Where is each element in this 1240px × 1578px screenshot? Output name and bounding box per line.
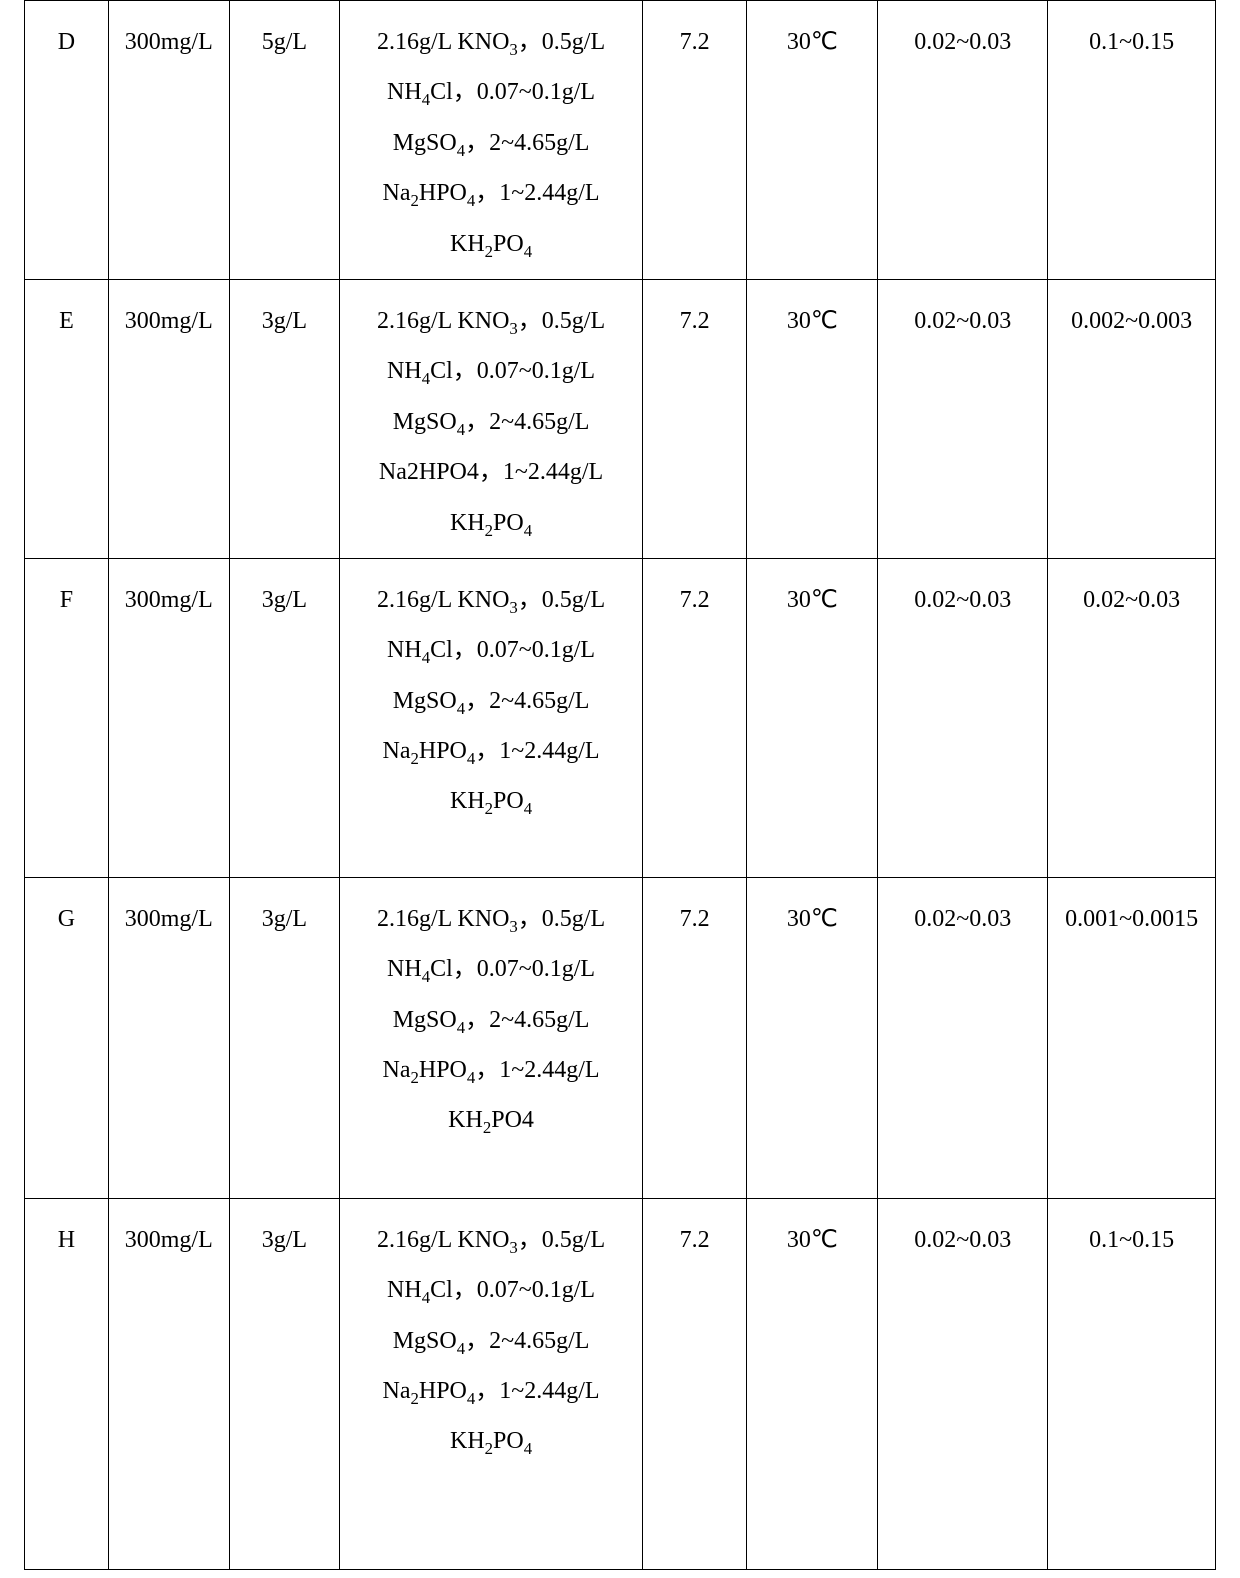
table-cell: 7.2 (642, 279, 746, 558)
table-cell: 0.1~0.15 (1048, 1198, 1216, 1569)
table-cell: 300mg/L (108, 279, 229, 558)
table-cell: 300mg/L (108, 1, 229, 280)
table-cell: 300mg/L (108, 1198, 229, 1569)
cell-content: 7.2 (643, 1, 746, 261)
cell-content: 30℃ (747, 1, 877, 261)
table-row: G300mg/L3g/L2.16g/L KNO3，0.5g/L NH4Cl，0.… (25, 877, 1216, 1198)
cell-content: 2.16g/L KNO3，0.5g/L NH4Cl，0.07~0.1g/L Mg… (340, 280, 642, 558)
cell-content: G (25, 878, 108, 1198)
cell-content: 0.02~0.03 (878, 280, 1047, 546)
table-cell: 0.02~0.03 (1048, 558, 1216, 877)
cell-content: 0.02~0.03 (878, 559, 1047, 877)
table-cell: 2.16g/L KNO3，0.5g/L NH4Cl，0.07~0.1g/L Mg… (340, 877, 643, 1198)
table-cell: 2.16g/L KNO3，0.5g/L NH4Cl，0.07~0.1g/L Mg… (340, 279, 643, 558)
cell-content: 30℃ (747, 559, 877, 877)
experiment-conditions-table: D300mg/L5g/L2.16g/L KNO3，0.5g/L NH4Cl，0.… (24, 0, 1216, 1570)
cell-content: 300mg/L (109, 878, 229, 1198)
table-cell: 2.16g/L KNO3，0.5g/L NH4Cl，0.07~0.1g/L Mg… (340, 1, 643, 280)
table-cell: 300mg/L (108, 558, 229, 877)
table-cell: 3g/L (229, 1198, 340, 1569)
cell-content: 30℃ (747, 280, 877, 546)
table-cell: 0.02~0.03 (878, 279, 1048, 558)
cell-content: 0.02~0.03 (1048, 559, 1215, 877)
cell-content: 0.1~0.15 (1048, 1, 1215, 261)
table-cell: 2.16g/L KNO3，0.5g/L NH4Cl，0.07~0.1g/L Mg… (340, 1198, 643, 1569)
cell-content: 3g/L (230, 1199, 340, 1569)
table-row: E300mg/L3g/L2.16g/L KNO3，0.5g/L NH4Cl，0.… (25, 279, 1216, 558)
table-cell: 30℃ (747, 1, 878, 280)
table-cell: 0.001~0.0015 (1048, 877, 1216, 1198)
table-cell: 0.1~0.15 (1048, 1, 1216, 280)
table-cell: 3g/L (229, 558, 340, 877)
cell-content: 2.16g/L KNO3，0.5g/L NH4Cl，0.07~0.1g/L Mg… (340, 878, 642, 1198)
table-cell: 0.002~0.003 (1048, 279, 1216, 558)
table-cell: G (25, 877, 109, 1198)
cell-content: 300mg/L (109, 280, 229, 546)
cell-content: 0.1~0.15 (1048, 1199, 1215, 1569)
cell-content: 300mg/L (109, 1199, 229, 1569)
cell-content: 5g/L (230, 1, 340, 261)
cell-content: 300mg/L (109, 1, 229, 261)
table-cell: 7.2 (642, 1, 746, 280)
cell-content: F (25, 559, 108, 877)
cell-content: 7.2 (643, 280, 746, 546)
table-cell: 30℃ (747, 1198, 878, 1569)
table-cell: 7.2 (642, 877, 746, 1198)
cell-content: D (25, 1, 108, 261)
table-body: D300mg/L5g/L2.16g/L KNO3，0.5g/L NH4Cl，0.… (25, 1, 1216, 1570)
cell-content: 7.2 (643, 878, 746, 1198)
table-cell: 7.2 (642, 558, 746, 877)
table-cell: 30℃ (747, 279, 878, 558)
table-cell: F (25, 558, 109, 877)
cell-content: 7.2 (643, 1199, 746, 1569)
cell-content: 0.02~0.03 (878, 1, 1047, 261)
cell-content: 3g/L (230, 559, 340, 877)
table-cell: E (25, 279, 109, 558)
table-row: F300mg/L3g/L2.16g/L KNO3，0.5g/L NH4Cl，0.… (25, 558, 1216, 877)
table-cell: 7.2 (642, 1198, 746, 1569)
table-cell: 3g/L (229, 877, 340, 1198)
table-cell: 5g/L (229, 1, 340, 280)
cell-content: 0.02~0.03 (878, 878, 1047, 1198)
table-cell: 0.02~0.03 (878, 558, 1048, 877)
cell-content: 2.16g/L KNO3，0.5g/L NH4Cl，0.07~0.1g/L Mg… (340, 1199, 642, 1569)
cell-content: 2.16g/L KNO3，0.5g/L NH4Cl，0.07~0.1g/L Mg… (340, 559, 642, 877)
cell-content: E (25, 280, 108, 546)
table-row: H300mg/L3g/L2.16g/L KNO3，0.5g/L NH4Cl，0.… (25, 1198, 1216, 1569)
cell-content: 7.2 (643, 559, 746, 877)
cell-content: 2.16g/L KNO3，0.5g/L NH4Cl，0.07~0.1g/L Mg… (340, 1, 642, 279)
table-cell: 0.02~0.03 (878, 1, 1048, 280)
cell-content: 30℃ (747, 878, 877, 1198)
table-cell: 0.02~0.03 (878, 1198, 1048, 1569)
table-cell: 300mg/L (108, 877, 229, 1198)
cell-content: 3g/L (230, 280, 340, 546)
cell-content: 0.02~0.03 (878, 1199, 1047, 1569)
table-cell: 2.16g/L KNO3，0.5g/L NH4Cl，0.07~0.1g/L Mg… (340, 558, 643, 877)
cell-content: 30℃ (747, 1199, 877, 1569)
cell-content: 0.002~0.003 (1048, 280, 1215, 546)
table-cell: D (25, 1, 109, 280)
cell-content: 300mg/L (109, 559, 229, 877)
table-cell: 3g/L (229, 279, 340, 558)
table-cell: H (25, 1198, 109, 1569)
cell-content: 0.001~0.0015 (1048, 878, 1215, 1198)
table-cell: 30℃ (747, 558, 878, 877)
cell-content: H (25, 1199, 108, 1569)
cell-content: 3g/L (230, 878, 340, 1198)
table-row: D300mg/L5g/L2.16g/L KNO3，0.5g/L NH4Cl，0.… (25, 1, 1216, 280)
table-cell: 0.02~0.03 (878, 877, 1048, 1198)
table-cell: 30℃ (747, 877, 878, 1198)
